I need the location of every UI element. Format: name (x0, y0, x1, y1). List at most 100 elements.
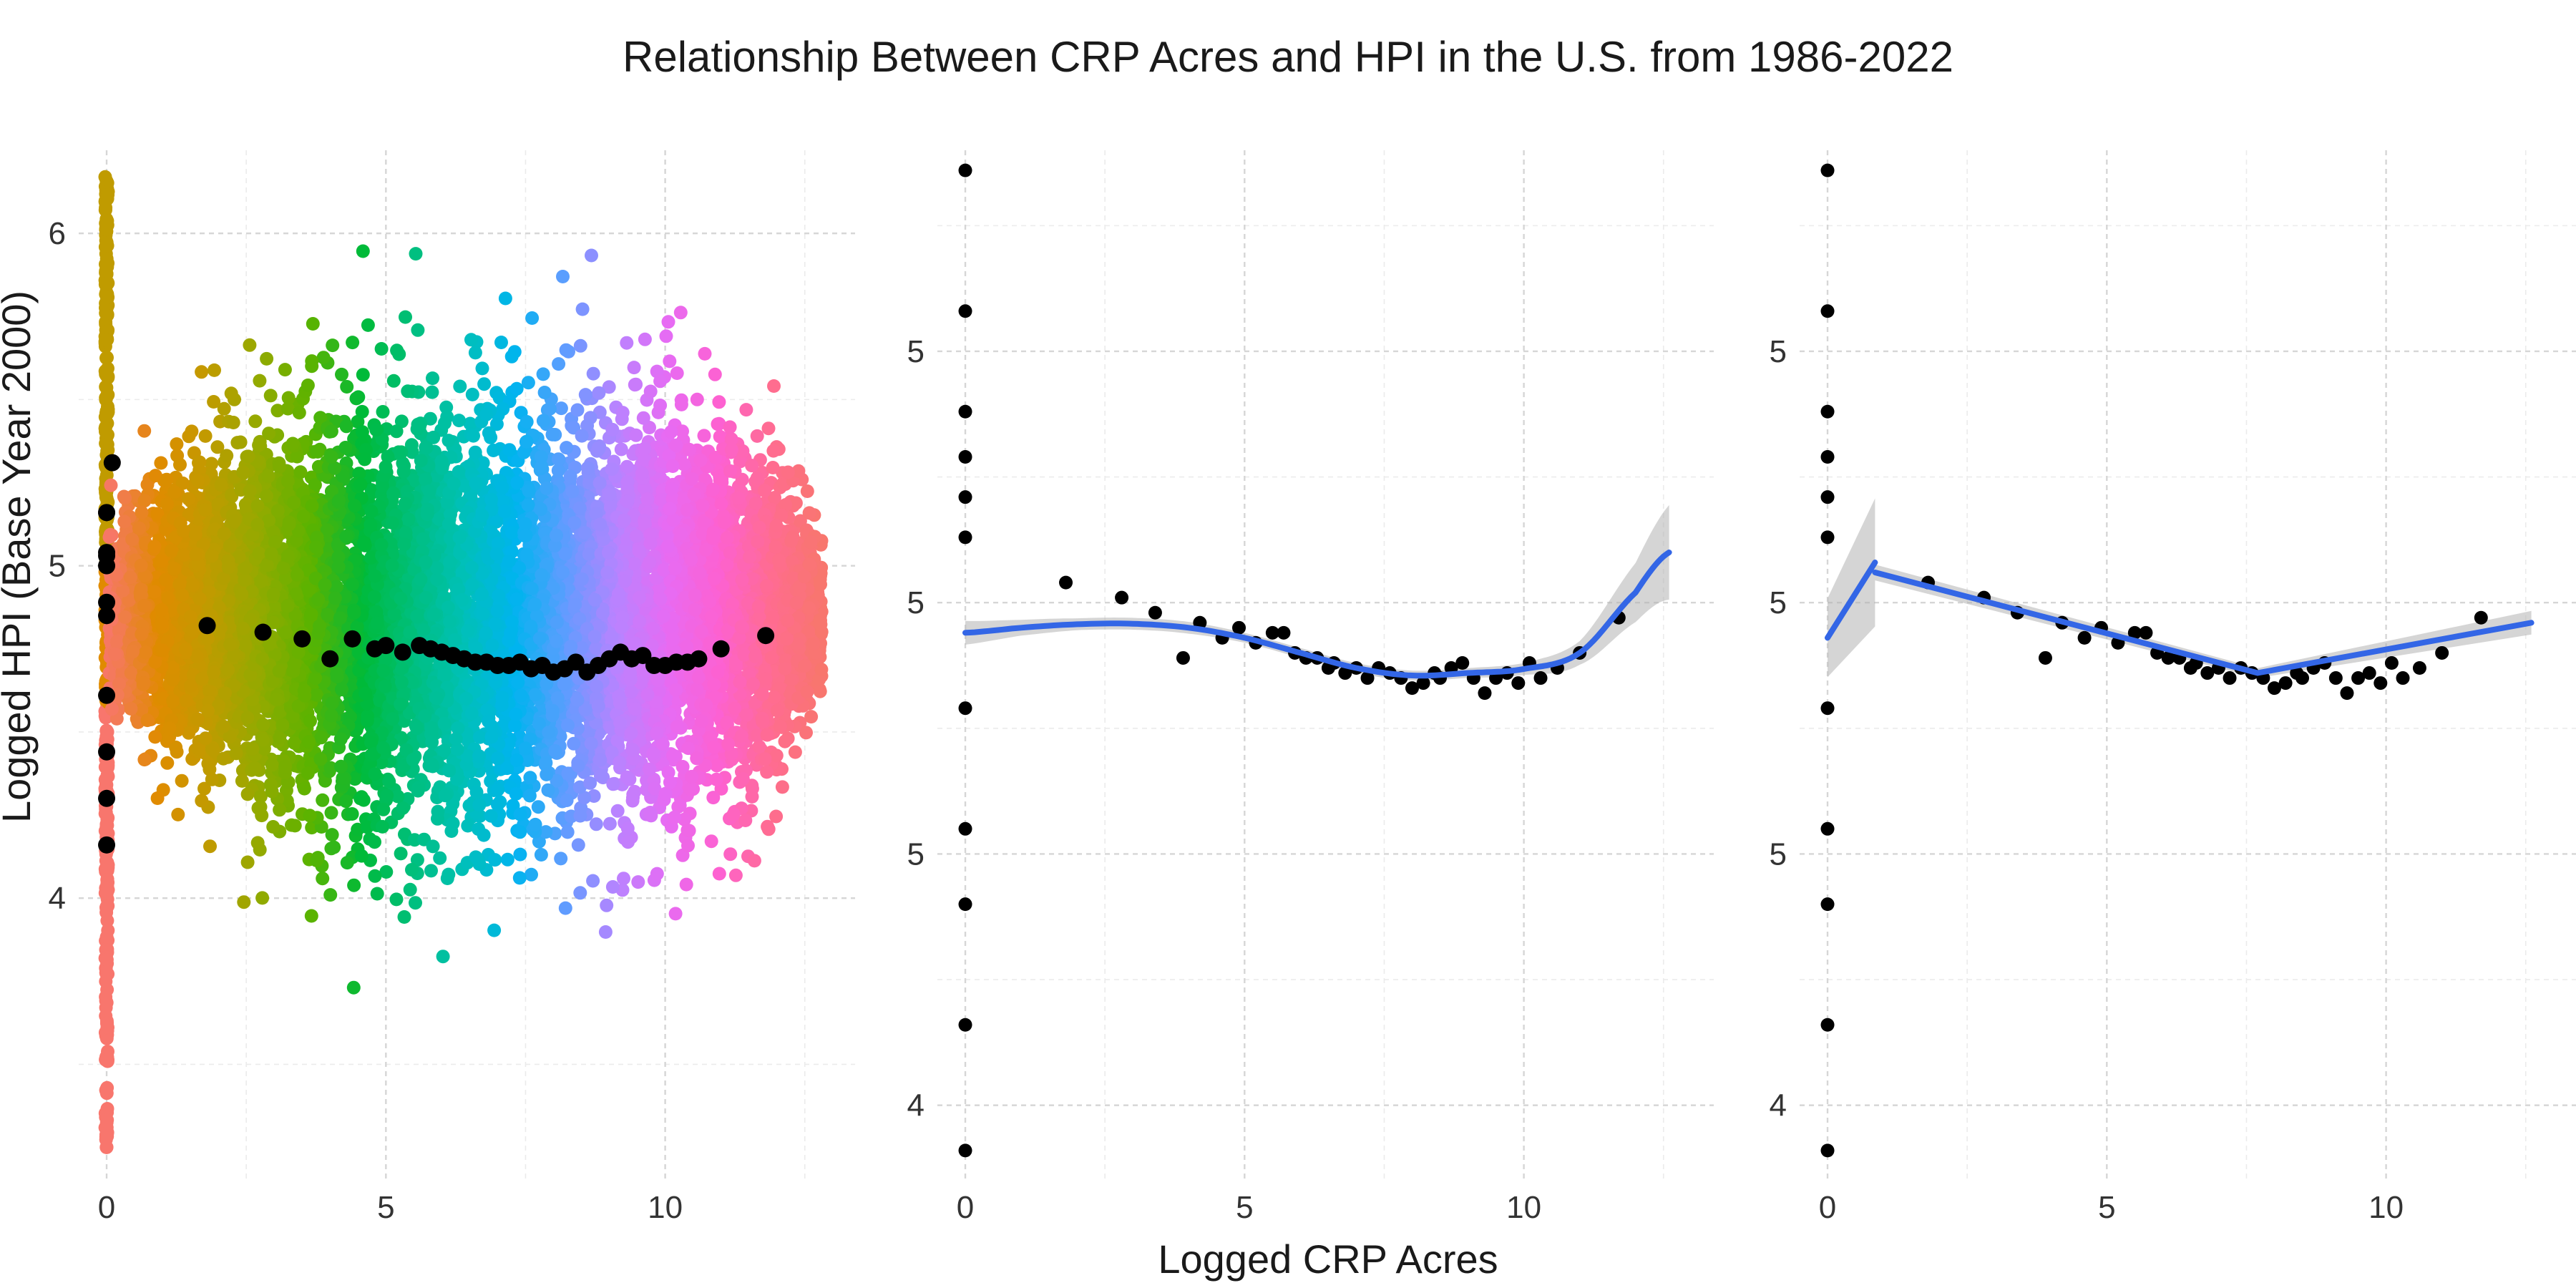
left-raw-point (433, 851, 447, 865)
left-raw-point (368, 835, 381, 849)
left-raw-point (708, 367, 722, 381)
left-raw-point (747, 854, 761, 868)
left-raw-point (243, 338, 257, 352)
left-raw-point (739, 403, 753, 417)
left-raw-point (99, 404, 114, 418)
left-raw-point (98, 421, 112, 436)
left-raw-point (627, 361, 641, 375)
left-raw-point (316, 872, 330, 886)
left-raw-point (195, 794, 209, 808)
left-raw-point (394, 847, 408, 861)
left-raw-point (278, 363, 292, 377)
left-raw-point (397, 910, 411, 924)
left-raw-point (101, 187, 115, 202)
left-raw-point (100, 914, 114, 928)
left-raw-point (521, 376, 535, 390)
left-raw-point (386, 374, 401, 388)
left-raw-point (99, 1121, 114, 1135)
left-raw-point (614, 442, 628, 457)
left-raw-point (398, 827, 411, 841)
left-raw-point (98, 806, 112, 821)
left-raw-point (475, 361, 489, 376)
left-raw-point (99, 333, 113, 347)
left-raw-point (525, 867, 538, 882)
left-raw-point (653, 399, 668, 412)
left-raw-point (404, 438, 419, 452)
left-raw-point (800, 484, 814, 498)
left-raw-point (452, 414, 466, 428)
left-raw-point (425, 385, 439, 399)
left-raw-point (263, 389, 278, 403)
left-raw-point (376, 405, 390, 419)
left-raw-point (137, 424, 152, 438)
x-axis-title: Logged CRP Acres (1158, 1236, 1498, 1282)
left-raw-point (101, 1053, 114, 1067)
left-raw-point (355, 404, 369, 419)
left-raw-point (160, 756, 175, 770)
left-raw-point (573, 338, 587, 353)
left-raw-point (346, 980, 361, 995)
chart-title: Relationship Between CRP Acres and HPI i… (623, 33, 1953, 81)
left-raw-point (728, 868, 743, 882)
left-raw-point (310, 444, 324, 459)
left-raw-point (197, 781, 211, 796)
left-raw-point (323, 888, 338, 902)
left-raw-point (101, 923, 115, 937)
left-raw-point (324, 806, 338, 820)
left-raw-point (98, 886, 112, 900)
left-raw-point (316, 793, 330, 807)
left-raw-point (766, 461, 780, 474)
left-raw-point (101, 276, 115, 291)
left-raw-point (101, 290, 115, 304)
left-raw-point (767, 379, 781, 393)
left-raw-point (99, 994, 113, 1008)
left-raw-point (101, 256, 115, 270)
left-raw-point (361, 318, 375, 332)
left-raw-point (589, 817, 603, 831)
left-raw-point (248, 414, 263, 429)
left-raw-point (99, 369, 114, 383)
left-raw-point (500, 852, 514, 867)
left-raw-point (799, 726, 813, 740)
left-raw-point (620, 336, 634, 350)
left-raw-point (140, 477, 155, 492)
left-raw-point (586, 874, 600, 888)
y-axis-title: Logged HPI (Base Year 2000) (0, 291, 39, 823)
left-raw-point (409, 247, 423, 261)
left-raw-point (304, 909, 318, 923)
left-raw-point (712, 395, 726, 409)
left-raw-point (99, 306, 113, 321)
left-raw-point (306, 317, 320, 331)
left-raw-point (99, 233, 113, 248)
left-raw-point (750, 429, 764, 443)
left-raw-point (468, 445, 482, 459)
left-raw-point (465, 387, 479, 401)
left-raw-point (99, 1133, 113, 1147)
left-raw-point (476, 456, 490, 470)
left-raw-point (237, 895, 251, 909)
left-raw-point (598, 925, 613, 939)
left-raw-point (494, 336, 508, 349)
left-raw-point (297, 781, 311, 796)
left-raw-point (101, 388, 115, 402)
left-raw-point (760, 765, 774, 779)
left-raw-point (100, 725, 114, 739)
left-raw-point (270, 404, 285, 418)
left-raw-point (374, 342, 389, 356)
left-raw-point (661, 315, 675, 329)
left-raw-point (305, 821, 319, 835)
left-raw-point (439, 400, 454, 414)
left-raw-point (556, 270, 570, 283)
left-raw-point (100, 1020, 114, 1035)
left-raw-point (525, 311, 540, 325)
left-raw-point (602, 380, 616, 394)
left-raw-point (100, 1080, 114, 1095)
left-raw-point (99, 902, 114, 916)
left-raw-point (100, 856, 114, 870)
left-raw-point (461, 819, 475, 833)
left-raw-point (761, 421, 776, 436)
left-raw-point (99, 820, 114, 834)
left-raw-point (100, 214, 114, 228)
